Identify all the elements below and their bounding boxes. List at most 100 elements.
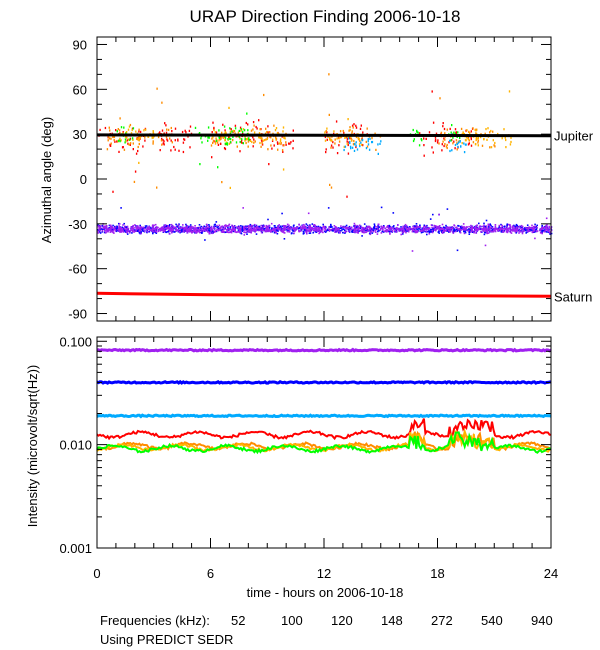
point-940 <box>200 230 203 232</box>
point-52 <box>425 137 427 140</box>
point-940 <box>389 227 392 230</box>
point-120 <box>258 136 260 139</box>
point-940 <box>183 228 186 230</box>
point-52 <box>348 141 350 144</box>
point-52 <box>161 129 164 132</box>
point-272 <box>367 140 369 143</box>
point-940 <box>211 232 214 235</box>
point-540 <box>203 225 205 228</box>
point-940 <box>157 229 160 231</box>
point-540 <box>443 226 445 229</box>
point-52 <box>470 138 472 141</box>
point-940 <box>268 229 270 232</box>
point-940 <box>146 226 149 229</box>
point-940 <box>134 224 136 226</box>
point-100 <box>285 141 287 144</box>
point-940 <box>259 229 262 232</box>
point-940 <box>133 231 135 233</box>
point-100 <box>477 141 479 144</box>
point-540 <box>429 218 432 220</box>
point-540 <box>524 229 527 231</box>
point-272 <box>365 147 368 150</box>
point-272 <box>377 143 379 146</box>
point-940 <box>475 230 478 232</box>
point-540 <box>503 225 506 228</box>
point-940 <box>334 231 336 233</box>
point-940 <box>262 229 264 232</box>
point-940 <box>238 227 240 229</box>
point-540 <box>348 225 351 228</box>
legend-item-940: 940 <box>531 613 553 628</box>
point-940 <box>439 228 441 231</box>
point-540 <box>304 229 306 232</box>
point-52 <box>171 130 173 133</box>
point-120 <box>485 128 487 131</box>
point-940 <box>422 229 424 231</box>
point-540 <box>373 224 376 227</box>
point-540 <box>453 229 456 232</box>
point-940 <box>260 227 262 229</box>
point-940 <box>157 230 160 233</box>
point-940 <box>499 229 502 232</box>
point-940 <box>371 227 374 230</box>
point-940 <box>313 224 316 226</box>
point-940 <box>431 226 433 229</box>
point-940 <box>239 230 241 232</box>
point-940 <box>159 230 162 232</box>
point-148 <box>238 135 240 138</box>
point-120 <box>486 138 488 141</box>
point-940 <box>366 230 369 232</box>
point-540 <box>240 232 243 235</box>
point-540 <box>500 223 502 226</box>
point-940 <box>270 229 272 232</box>
point-540 <box>530 229 532 232</box>
point-940 <box>401 229 404 231</box>
point-940 <box>253 223 256 226</box>
point-940 <box>190 230 193 233</box>
point-540 <box>297 227 299 230</box>
point-940 <box>527 227 530 229</box>
point-940 <box>433 229 436 231</box>
point-940 <box>515 226 518 229</box>
point-940 <box>314 225 316 227</box>
point-940 <box>283 229 286 232</box>
point-940 <box>328 226 330 229</box>
point-540 <box>247 228 249 230</box>
point-940 <box>545 228 547 230</box>
point-940 <box>505 225 508 228</box>
point-940 <box>286 230 289 233</box>
point-940 <box>442 227 445 230</box>
point-100 <box>119 117 121 120</box>
point-540 <box>220 229 222 232</box>
point-148 <box>120 126 123 129</box>
point-940 <box>506 231 509 234</box>
point-940 <box>294 229 297 231</box>
intensity-series-52 <box>96 418 552 441</box>
point-940 <box>127 229 129 232</box>
point-940 <box>422 227 425 229</box>
point-540 <box>363 223 366 225</box>
point-940 <box>549 231 551 234</box>
point-52 <box>453 140 455 143</box>
point-120 <box>345 135 347 138</box>
point-540 <box>394 227 396 230</box>
point-940 <box>125 230 128 233</box>
point-100 <box>138 128 140 131</box>
point-940 <box>446 226 449 229</box>
point-940 <box>548 230 550 233</box>
point-940 <box>118 226 120 229</box>
point-52 <box>211 131 213 134</box>
point-940 <box>532 228 534 230</box>
point-148 <box>238 129 240 132</box>
point-100 <box>281 149 284 152</box>
point-940 <box>113 227 115 229</box>
point-940 <box>437 225 439 228</box>
point-940 <box>153 228 155 231</box>
point-940 <box>172 229 175 232</box>
point-148 <box>207 126 210 129</box>
point-120 <box>283 136 285 139</box>
point-940 <box>208 231 211 234</box>
point-100 <box>359 140 361 143</box>
point-940 <box>483 227 486 230</box>
point-940 <box>529 227 531 229</box>
